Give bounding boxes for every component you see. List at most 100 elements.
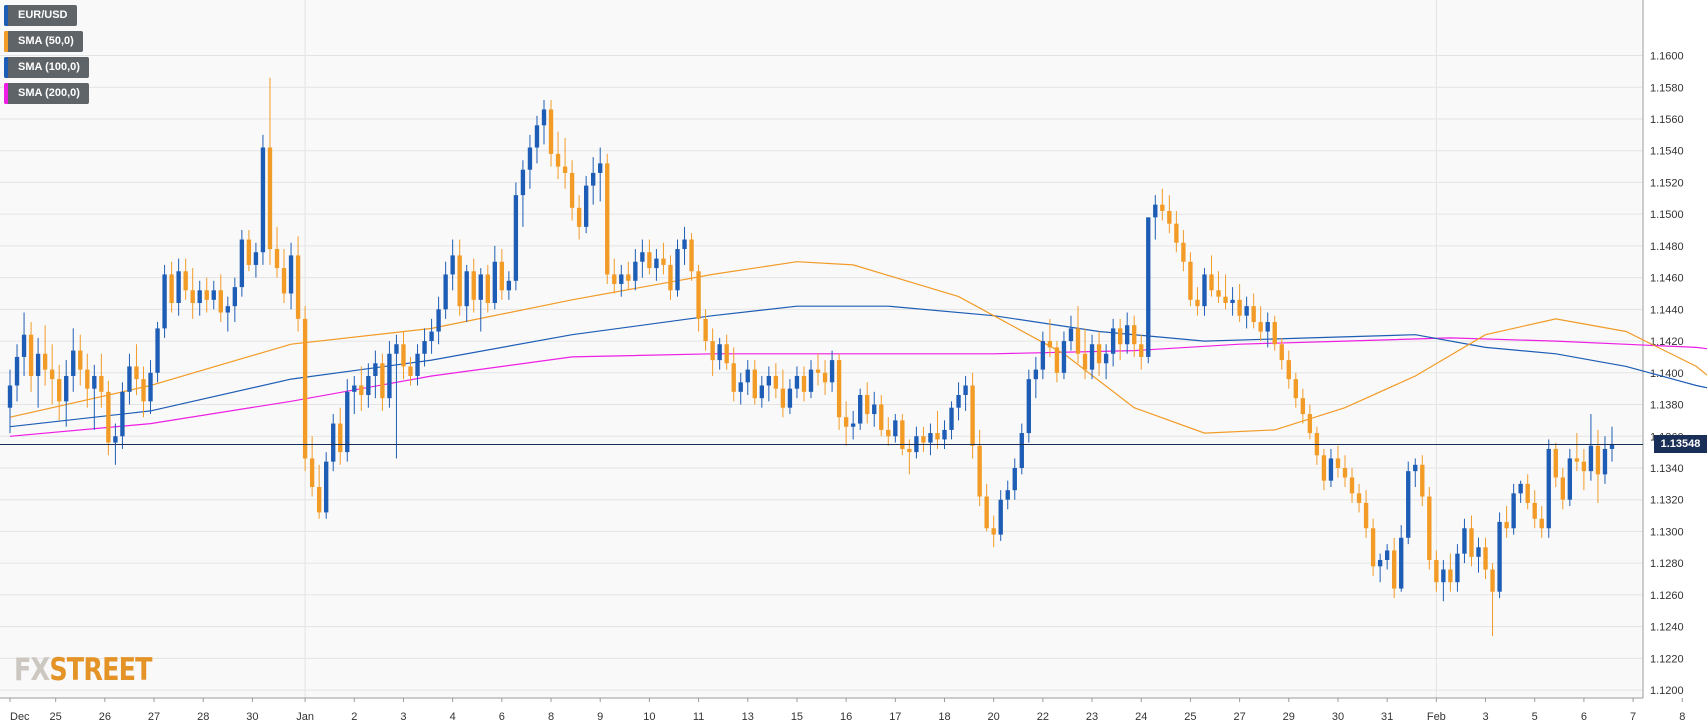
candle-body	[576, 207, 582, 227]
candle-body	[893, 420, 898, 437]
plot-background	[0, 0, 1643, 698]
candle-body	[373, 363, 378, 376]
y-tick-label: 1.1500	[1650, 209, 1684, 221]
candle-body	[591, 172, 596, 186]
candle-body	[605, 163, 610, 275]
x-tick-label: 4	[450, 711, 456, 723]
candle-body	[1103, 353, 1109, 364]
candle-body	[7, 385, 13, 408]
y-tick-label: 1.1480	[1650, 241, 1684, 253]
x-tick-label: 5	[1532, 711, 1538, 723]
x-tick-label: 9	[597, 711, 603, 723]
candle-body	[218, 290, 223, 313]
candle-body	[1553, 448, 1558, 478]
candle-body	[478, 274, 483, 300]
candle-body	[1511, 493, 1516, 529]
legend-item-sma200[interactable]: SMA (200,0)	[4, 83, 89, 104]
candle-body	[155, 328, 160, 373]
candle-body	[724, 344, 729, 364]
candle-body	[710, 341, 715, 361]
legend-item-symbol[interactable]: EUR/USD	[4, 5, 77, 26]
candle-body	[1040, 341, 1046, 370]
candle-body	[1335, 458, 1341, 468]
candle-body	[703, 318, 708, 342]
candle-body	[352, 385, 357, 392]
candle-body	[1146, 217, 1151, 357]
candle-body	[1251, 306, 1256, 323]
x-tick-label: 10	[643, 711, 655, 723]
candle-body	[1546, 448, 1551, 529]
candle-body	[520, 169, 526, 196]
candle-body	[1125, 325, 1130, 345]
candle-body	[689, 239, 694, 272]
candle-body	[647, 252, 652, 269]
candle-body	[766, 375, 772, 386]
x-tick-label: 11	[693, 711, 704, 723]
candle-body	[815, 369, 821, 373]
candle-body	[752, 369, 757, 399]
candle-body	[1539, 518, 1544, 529]
candle-body	[562, 166, 568, 173]
candle-body	[1307, 414, 1313, 434]
x-tick-label: 16	[840, 711, 852, 723]
candle-body	[1237, 299, 1242, 316]
legend-item-sma50[interactable]: SMA (50,0)	[4, 31, 83, 52]
candle-body	[64, 375, 69, 402]
candle-body	[1328, 458, 1334, 481]
candle-body	[1504, 521, 1509, 529]
candle-body	[612, 274, 617, 284]
legend-swatch	[4, 5, 8, 26]
candle-body	[148, 372, 153, 402]
candle-body	[541, 109, 547, 126]
candle-body	[1399, 537, 1404, 589]
legend-item-sma100[interactable]: SMA (100,0)	[4, 57, 89, 78]
candle-body	[942, 429, 947, 440]
candle-body	[1075, 328, 1081, 354]
candle-body	[246, 239, 252, 265]
candle-body	[253, 252, 259, 265]
y-tick-label: 1.1300	[1650, 526, 1684, 538]
candle-body	[1061, 341, 1067, 373]
candle-body	[1068, 328, 1074, 342]
candle-body	[281, 268, 287, 294]
candle-body	[1342, 467, 1348, 478]
candle-body	[1602, 448, 1608, 475]
candle-body	[49, 369, 55, 380]
y-tick-label: 1.1240	[1650, 622, 1684, 634]
candle-body	[1181, 242, 1186, 262]
candle-body	[345, 391, 350, 453]
x-tick-label: Feb	[1427, 711, 1446, 723]
candle-body	[1427, 496, 1432, 560]
candle-body	[1560, 477, 1565, 500]
candle-body	[232, 287, 238, 307]
x-tick-label: 23	[1086, 711, 1098, 723]
legend-label: SMA (200,0)	[18, 87, 80, 99]
candle-body	[14, 356, 20, 386]
candle-body	[450, 255, 455, 275]
candle-body	[408, 366, 413, 376]
y-tick-label: 1.1580	[1650, 82, 1684, 94]
x-tick-label: 3	[400, 711, 406, 723]
candle-body	[1349, 477, 1355, 494]
candle-body	[1265, 322, 1270, 332]
candle-body	[555, 153, 561, 167]
x-tick-label: 6	[1581, 711, 1587, 723]
candle-body	[640, 252, 645, 262]
x-tick-label: 31	[1381, 711, 1393, 723]
fxstreet-logo: FXSTREET	[14, 652, 153, 688]
candle-body	[1139, 344, 1144, 357]
candle-body	[113, 436, 118, 443]
candle-body	[907, 448, 912, 453]
candle-body	[338, 423, 343, 453]
candle-body	[1392, 550, 1397, 589]
candle-body	[1595, 445, 1601, 475]
candle-body	[928, 433, 933, 443]
candle-body	[668, 264, 673, 291]
x-tick-label: 22	[1037, 711, 1049, 723]
candle-body	[858, 395, 863, 424]
candle-body	[865, 395, 870, 415]
candle-body	[1195, 299, 1200, 307]
logo-suffix: STREET	[49, 652, 152, 688]
candle-body	[211, 290, 216, 300]
x-tick-label: 15	[791, 711, 803, 723]
